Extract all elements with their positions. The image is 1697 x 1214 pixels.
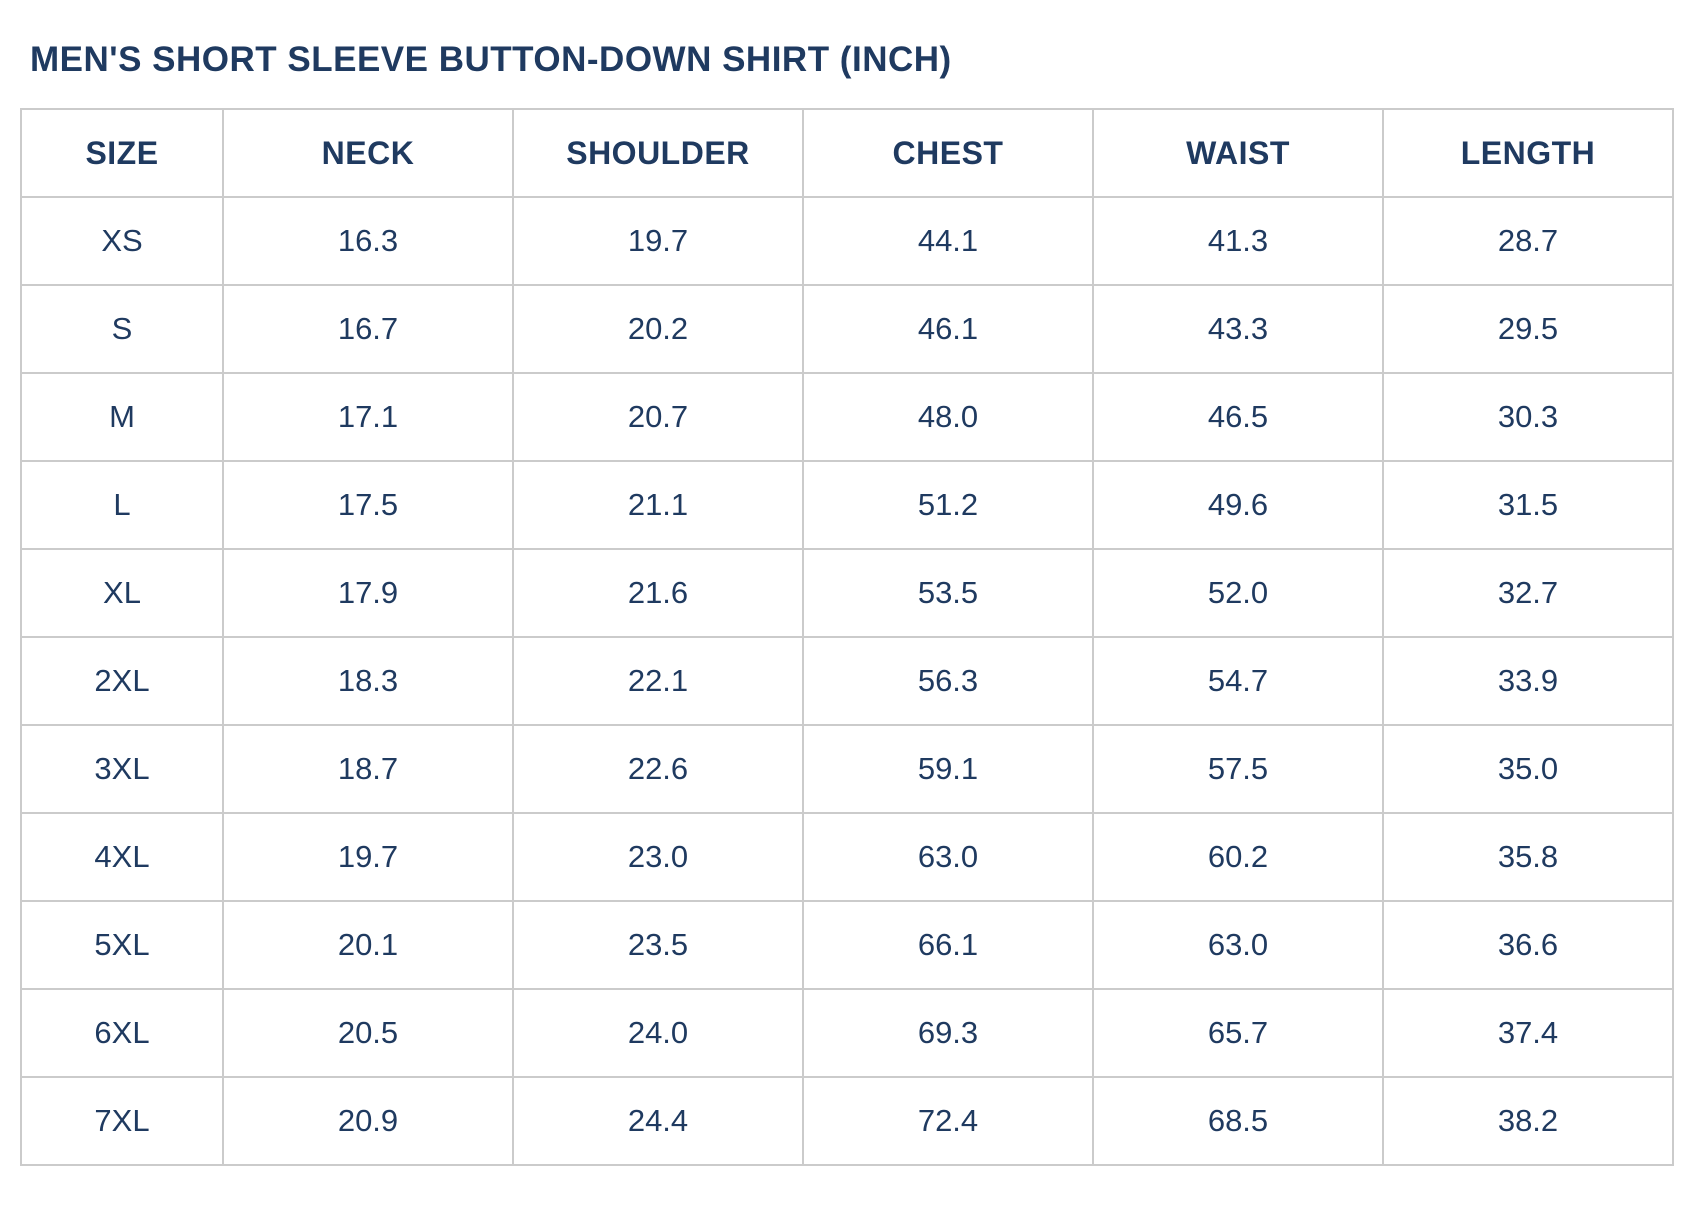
measurement-cell: 38.2	[1382, 1076, 1674, 1166]
measurement-cell: 59.1	[802, 724, 1094, 814]
measurement-cell: 17.9	[222, 548, 514, 638]
measurement-cell: 46.1	[802, 284, 1094, 374]
size-cell: 4XL	[20, 812, 224, 902]
measurement-cell: 63.0	[1092, 900, 1384, 990]
measurement-cell: 21.6	[512, 548, 804, 638]
measurement-cell: 65.7	[1092, 988, 1384, 1078]
measurement-cell: 19.7	[222, 812, 514, 902]
measurement-cell: 24.0	[512, 988, 804, 1078]
measurement-cell: 24.4	[512, 1076, 804, 1166]
column-header-waist: WAIST	[1092, 108, 1384, 198]
measurement-cell: 29.5	[1382, 284, 1674, 374]
size-cell: 3XL	[20, 724, 224, 814]
measurement-cell: 20.9	[222, 1076, 514, 1166]
measurement-cell: 16.3	[222, 196, 514, 286]
size-cell: 6XL	[20, 988, 224, 1078]
measurement-cell: 53.5	[802, 548, 1094, 638]
column-header-neck: NECK	[222, 108, 514, 198]
measurement-cell: 18.7	[222, 724, 514, 814]
column-header-size: SIZE	[20, 108, 224, 198]
measurement-cell: 37.4	[1382, 988, 1674, 1078]
measurement-cell: 20.1	[222, 900, 514, 990]
size-chart-table: SIZE NECK SHOULDER CHEST WAIST LENGTH XS 16.3 1…	[20, 108, 1674, 1166]
measurement-cell: 68.5	[1092, 1076, 1384, 1166]
measurement-cell: 22.1	[512, 636, 804, 726]
table-row-5xl: 5XL 20.1 23.5 66.1 63.0 36.6	[20, 900, 1674, 990]
measurement-cell: 57.5	[1092, 724, 1384, 814]
table-header-row: SIZE NECK SHOULDER CHEST WAIST LENGTH	[20, 108, 1674, 198]
measurement-cell: 48.0	[802, 372, 1094, 462]
measurement-cell: 23.0	[512, 812, 804, 902]
measurement-cell: 51.2	[802, 460, 1094, 550]
measurement-cell: 21.1	[512, 460, 804, 550]
measurement-cell: 32.7	[1382, 548, 1674, 638]
measurement-cell: 31.5	[1382, 460, 1674, 550]
measurement-cell: 69.3	[802, 988, 1094, 1078]
table-row-4xl: 4XL 19.7 23.0 63.0 60.2 35.8	[20, 812, 1674, 902]
size-cell: XL	[20, 548, 224, 638]
table-row-s: S 16.7 20.2 46.1 43.3 29.5	[20, 284, 1674, 374]
table-row-l: L 17.5 21.1 51.2 49.6 31.5	[20, 460, 1674, 550]
table-row-7xl: 7XL 20.9 24.4 72.4 68.5 38.2	[20, 1076, 1674, 1166]
measurement-cell: 41.3	[1092, 196, 1384, 286]
size-cell: L	[20, 460, 224, 550]
measurement-cell: 19.7	[512, 196, 804, 286]
measurement-cell: 60.2	[1092, 812, 1384, 902]
table-body: XS 16.3 19.7 44.1 41.3 28.7 S 16.7 20.2 46.1 43.3 2…	[20, 196, 1674, 1166]
measurement-cell: 18.3	[222, 636, 514, 726]
measurement-cell: 35.0	[1382, 724, 1674, 814]
table-header: SIZE NECK SHOULDER CHEST WAIST LENGTH	[20, 108, 1674, 198]
measurement-cell: 44.1	[802, 196, 1094, 286]
measurement-cell: 52.0	[1092, 548, 1384, 638]
table-row-m: M 17.1 20.7 48.0 46.5 30.3	[20, 372, 1674, 462]
size-cell: M	[20, 372, 224, 462]
column-header-chest: CHEST	[802, 108, 1094, 198]
measurement-cell: 28.7	[1382, 196, 1674, 286]
measurement-cell: 30.3	[1382, 372, 1674, 462]
measurement-cell: 72.4	[802, 1076, 1094, 1166]
column-header-length: LENGTH	[1382, 108, 1674, 198]
measurement-cell: 54.7	[1092, 636, 1384, 726]
measurement-cell: 46.5	[1092, 372, 1384, 462]
measurement-cell: 43.3	[1092, 284, 1384, 374]
measurement-cell: 20.2	[512, 284, 804, 374]
measurement-cell: 17.5	[222, 460, 514, 550]
measurement-cell: 66.1	[802, 900, 1094, 990]
measurement-cell: 36.6	[1382, 900, 1674, 990]
measurement-cell: 22.6	[512, 724, 804, 814]
size-cell: 2XL	[20, 636, 224, 726]
measurement-cell: 17.1	[222, 372, 514, 462]
size-cell: 7XL	[20, 1076, 224, 1166]
measurement-cell: 63.0	[802, 812, 1094, 902]
measurement-cell: 20.5	[222, 988, 514, 1078]
measurement-cell: 33.9	[1382, 636, 1674, 726]
measurement-cell: 20.7	[512, 372, 804, 462]
size-cell: XS	[20, 196, 224, 286]
size-cell: S	[20, 284, 224, 374]
measurement-cell: 16.7	[222, 284, 514, 374]
measurement-cell: 35.8	[1382, 812, 1674, 902]
column-header-shoulder: SHOULDER	[512, 108, 804, 198]
table-row-6xl: 6XL 20.5 24.0 69.3 65.7 37.4	[20, 988, 1674, 1078]
measurement-cell: 23.5	[512, 900, 804, 990]
table-row-xl: XL 17.9 21.6 53.5 52.0 32.7	[20, 548, 1674, 638]
table-row-3xl: 3XL 18.7 22.6 59.1 57.5 35.0	[20, 724, 1674, 814]
table-row-2xl: 2XL 18.3 22.1 56.3 54.7 33.9	[20, 636, 1674, 726]
table-row-xs: XS 16.3 19.7 44.1 41.3 28.7	[20, 196, 1674, 286]
size-chart-title: MEN'S SHORT SLEEVE BUTTON-DOWN SHIRT (IN…	[30, 40, 952, 79]
measurement-cell: 49.6	[1092, 460, 1384, 550]
size-cell: 5XL	[20, 900, 224, 990]
measurement-cell: 56.3	[802, 636, 1094, 726]
